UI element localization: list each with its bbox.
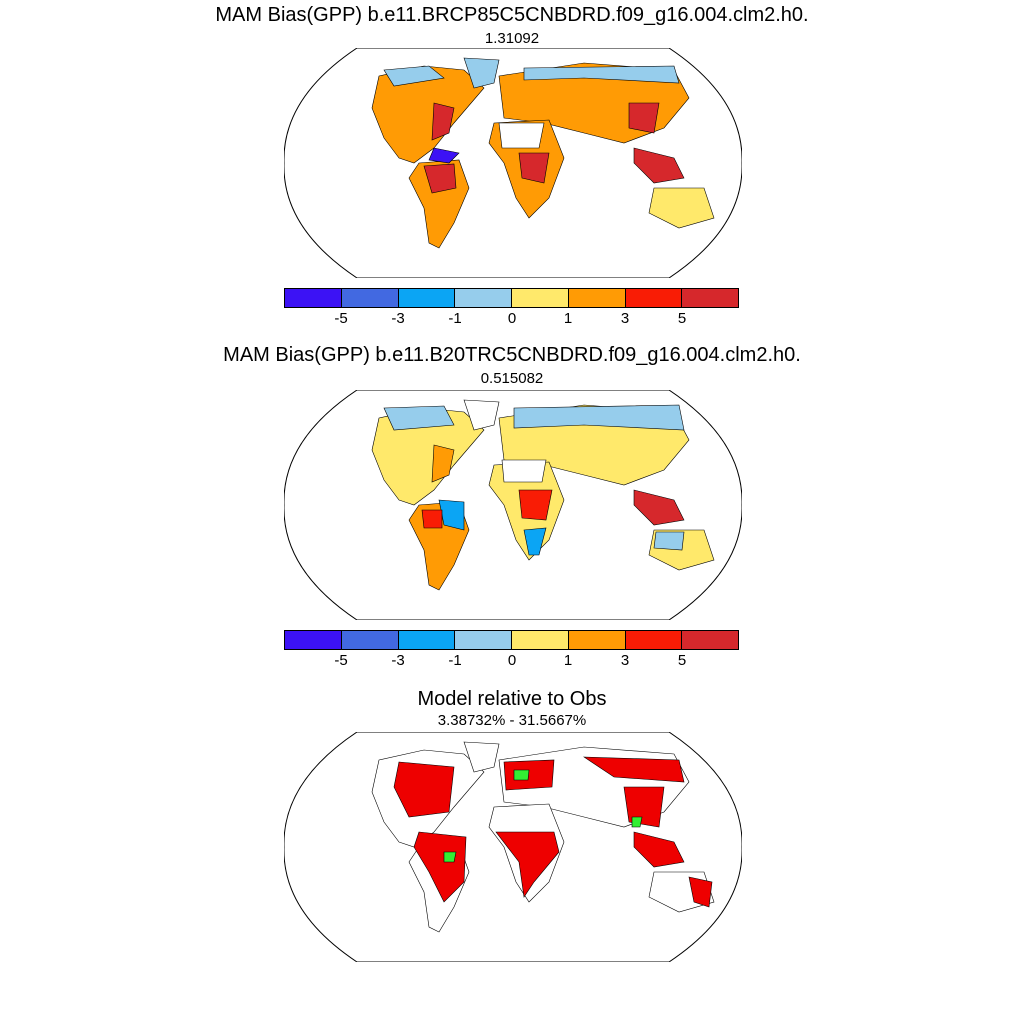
- panel-2-map: [284, 390, 742, 620]
- colorbar-tick-label: 5: [677, 310, 687, 327]
- colorbar-swatch: [682, 631, 738, 649]
- colorbar-tick-label: 5: [677, 652, 687, 669]
- colorbar-1-labels: -5 -3 -1 0 1 3 5: [284, 310, 739, 328]
- colorbar-swatch: [398, 289, 456, 307]
- colorbar-swatch: [398, 631, 456, 649]
- colorbar-swatch: [568, 631, 626, 649]
- colorbar-tick-label: -3: [391, 652, 405, 669]
- southeast-asia: [633, 831, 685, 868]
- colorbar-tick-label: -1: [448, 310, 462, 327]
- greenland: [463, 741, 500, 773]
- colorbar-1: [284, 288, 739, 308]
- colorbar-swatch: [568, 289, 626, 307]
- colorbar-tick-label: -5: [334, 310, 348, 327]
- colorbar-tick-label: 3: [620, 652, 630, 669]
- panel-1-title: MAM Bias(GPP) b.e11.BRCP85C5CNBDRD.f09_g…: [215, 4, 809, 26]
- panel-2-value: 0.515082: [480, 370, 544, 387]
- panel-1-value: 1.31092: [484, 30, 540, 47]
- southeast-asia: [633, 489, 685, 526]
- panel-3-map: [284, 732, 742, 962]
- panel-3-value: 3.38732% - 31.5667%: [437, 712, 587, 729]
- colorbar-swatch: [455, 631, 512, 649]
- colorbar-swatch: [285, 631, 342, 649]
- colorbar-tick-label: -3: [391, 310, 405, 327]
- southeast-asia: [633, 147, 685, 184]
- colorbar-swatch: [625, 289, 683, 307]
- colorbar-swatch: [341, 289, 399, 307]
- colorbar-swatch: [341, 631, 399, 649]
- colorbar-swatch: [682, 289, 738, 307]
- panel-3-title: Model relative to Obs: [417, 688, 607, 710]
- greenland: [463, 399, 500, 431]
- colorbar-tick-label: 0: [507, 310, 517, 327]
- panel-1-map: [284, 48, 742, 278]
- panel-2-title: MAM Bias(GPP) b.e11.B20TRC5CNBDRD.f09_g1…: [223, 344, 801, 366]
- colorbar-tick-label: 3: [620, 310, 630, 327]
- colorbar-swatch: [512, 289, 569, 307]
- colorbar-2: [284, 630, 739, 650]
- colorbar-tick-label: 0: [507, 652, 517, 669]
- colorbar-swatch: [625, 631, 683, 649]
- colorbar-swatch: [285, 289, 342, 307]
- colorbar-tick-label: 1: [563, 310, 573, 327]
- north-america: [371, 407, 485, 506]
- colorbar-2-labels: -5 -3 -1 0 1 3 5: [284, 652, 739, 670]
- colorbar-swatch: [455, 289, 512, 307]
- colorbar-tick-label: -5: [334, 652, 348, 669]
- colorbar-swatch: [512, 631, 569, 649]
- greenland: [463, 57, 500, 89]
- colorbar-tick-label: 1: [563, 652, 573, 669]
- australia: [648, 187, 715, 229]
- colorbar-tick-label: -1: [448, 652, 462, 669]
